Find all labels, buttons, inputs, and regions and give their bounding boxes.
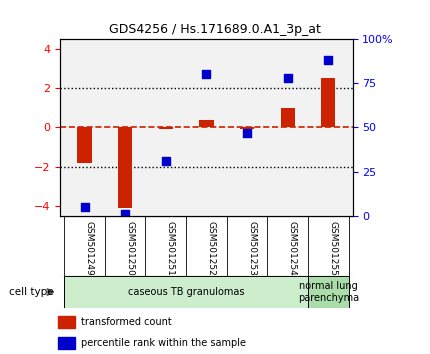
Bar	[321, 78, 335, 127]
Point	[325, 57, 332, 63]
Bar	[240, 127, 254, 130]
Text: GDS4256 / Hs.171689.0.A1_3p_at: GDS4256 / Hs.171689.0.A1_3p_at	[109, 23, 321, 36]
Bar	[58, 316, 75, 328]
Text: cell type: cell type	[9, 287, 53, 297]
Point	[163, 158, 169, 164]
Bar	[64, 276, 308, 308]
Bar	[58, 337, 75, 349]
Text: caseous TB granulomas: caseous TB granulomas	[128, 287, 244, 297]
Bar	[77, 127, 92, 163]
Point	[243, 130, 250, 136]
Text: GSM501255: GSM501255	[328, 221, 337, 276]
Text: GSM501252: GSM501252	[206, 221, 215, 275]
Text: GSM501251: GSM501251	[166, 221, 175, 276]
Text: GSM501249: GSM501249	[85, 221, 94, 275]
Bar	[159, 127, 173, 130]
Text: normal lung
parenchyma: normal lung parenchyma	[298, 281, 359, 303]
Text: GSM501250: GSM501250	[125, 221, 134, 276]
Point	[284, 75, 291, 81]
Bar	[308, 276, 349, 308]
Point	[122, 211, 129, 217]
Point	[81, 204, 88, 210]
Text: percentile rank within the sample: percentile rank within the sample	[81, 338, 246, 348]
Bar	[118, 127, 132, 208]
Text: GSM501253: GSM501253	[247, 221, 256, 276]
Point	[203, 72, 210, 77]
Bar	[199, 120, 214, 127]
Text: GSM501254: GSM501254	[288, 221, 297, 275]
Text: transformed count: transformed count	[81, 317, 172, 327]
Bar	[280, 108, 295, 127]
